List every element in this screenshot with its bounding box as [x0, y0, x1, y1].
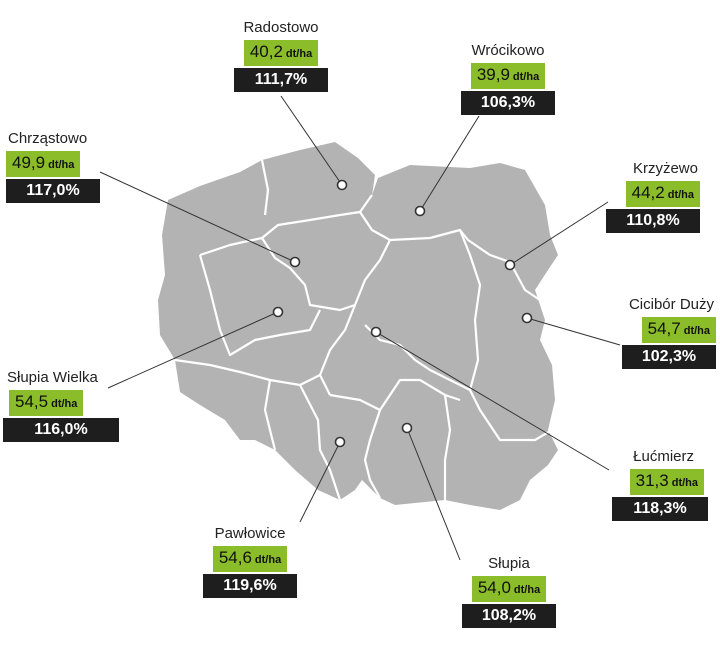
location-name: Pawłowice	[214, 525, 286, 542]
region-borders	[174, 159, 553, 501]
yield-unit: dt/ha	[683, 325, 710, 337]
percent-label: 110,8%	[606, 209, 700, 233]
yield-unit: dt/ha	[512, 71, 540, 83]
callout-wrocikowo: Wrócikowo 39,9 dt/ha 106,3%	[448, 42, 568, 115]
marker-krzyzewo	[504, 259, 516, 271]
yield-label: 54,6 dt/ha	[212, 546, 288, 572]
yield-unit: dt/ha	[667, 189, 694, 201]
location-name: Radostowo	[243, 19, 319, 36]
location-name: Łućmierz	[633, 448, 694, 465]
yield-unit: dt/ha	[48, 159, 75, 171]
yield-value: 40,2	[249, 42, 283, 61]
marker-cicibor	[521, 312, 533, 324]
percent-label: 118,3%	[612, 497, 708, 521]
yield-value: 54,7	[647, 319, 681, 338]
marker-slupia-wielka	[272, 306, 284, 318]
yield-unit: dt/ha	[285, 48, 313, 60]
percent-label: 111,7%	[234, 68, 328, 92]
location-name: Chrząstowo	[8, 130, 88, 147]
location-name: Cicibór Duży	[628, 296, 714, 313]
yield-label: 54,0 dt/ha	[471, 576, 547, 602]
marker-pawlowice	[334, 436, 346, 448]
marker-wrocikowo	[414, 205, 426, 217]
callout-slupia-wielka: Słupia Wielka 54,5 dt/ha 116,0%	[3, 369, 123, 442]
marker-slupia	[401, 422, 413, 434]
yield-value: 54,6	[218, 548, 252, 567]
marker-lucmierz	[370, 326, 382, 338]
yield-value: 54,5	[15, 392, 49, 411]
yield-unit: dt/ha	[513, 584, 541, 596]
callout-radostowo: Radostowo 40,2 dt/ha 111,7%	[221, 19, 341, 92]
yield-label: 44,2 dt/ha	[625, 181, 700, 207]
yield-value: 49,9	[12, 153, 46, 172]
callout-cicibor: Cicibór Duży 54,7 dt/ha 102,3%	[596, 296, 716, 369]
yield-label: 39,9 dt/ha	[470, 63, 546, 89]
yield-label: 40,2 dt/ha	[243, 40, 319, 66]
percent-label: 106,3%	[461, 91, 555, 115]
location-name: Słupia	[488, 555, 530, 572]
percent-label: 102,3%	[622, 345, 716, 369]
yield-label: 49,9 dt/ha	[6, 151, 81, 177]
marker-radostowo	[336, 179, 348, 191]
yield-value: 54,0	[477, 578, 511, 597]
yield-value: 44,2	[631, 183, 665, 202]
yield-unit: dt/ha	[51, 398, 78, 410]
location-markers	[272, 179, 533, 448]
location-name: Krzyżewo	[632, 160, 698, 177]
callout-slupia: Słupia 54,0 dt/ha 108,2%	[449, 555, 569, 628]
yield-unit: dt/ha	[254, 554, 282, 566]
poland-outline	[158, 142, 558, 510]
leader-lines	[99, 95, 621, 561]
percent-label: 116,0%	[3, 418, 119, 442]
percent-label: 119,6%	[203, 574, 297, 598]
callout-pawlowice: Pawłowice 54,6 dt/ha 119,6%	[190, 525, 310, 598]
yield-value: 39,9	[476, 65, 510, 84]
yield-label: 54,7 dt/ha	[641, 317, 716, 343]
callout-krzyzewo: Krzyżewo 44,2 dt/ha 110,8%	[580, 160, 700, 233]
callout-lucmierz: Łućmierz 31,3 dt/ha 118,3%	[588, 448, 708, 521]
yield-label: 54,5 dt/ha	[9, 390, 84, 416]
yield-unit: dt/ha	[671, 477, 698, 489]
yield-value: 31,3	[635, 471, 669, 490]
marker-chrzastowo	[289, 256, 301, 268]
yield-label: 31,3 dt/ha	[629, 469, 704, 495]
percent-label: 117,0%	[6, 179, 100, 203]
callout-chrzastowo: Chrząstowo 49,9 dt/ha 117,0%	[6, 130, 126, 203]
location-name: Wrócikowo	[471, 42, 545, 59]
location-name: Słupia Wielka	[7, 369, 98, 386]
percent-label: 108,2%	[462, 604, 556, 628]
